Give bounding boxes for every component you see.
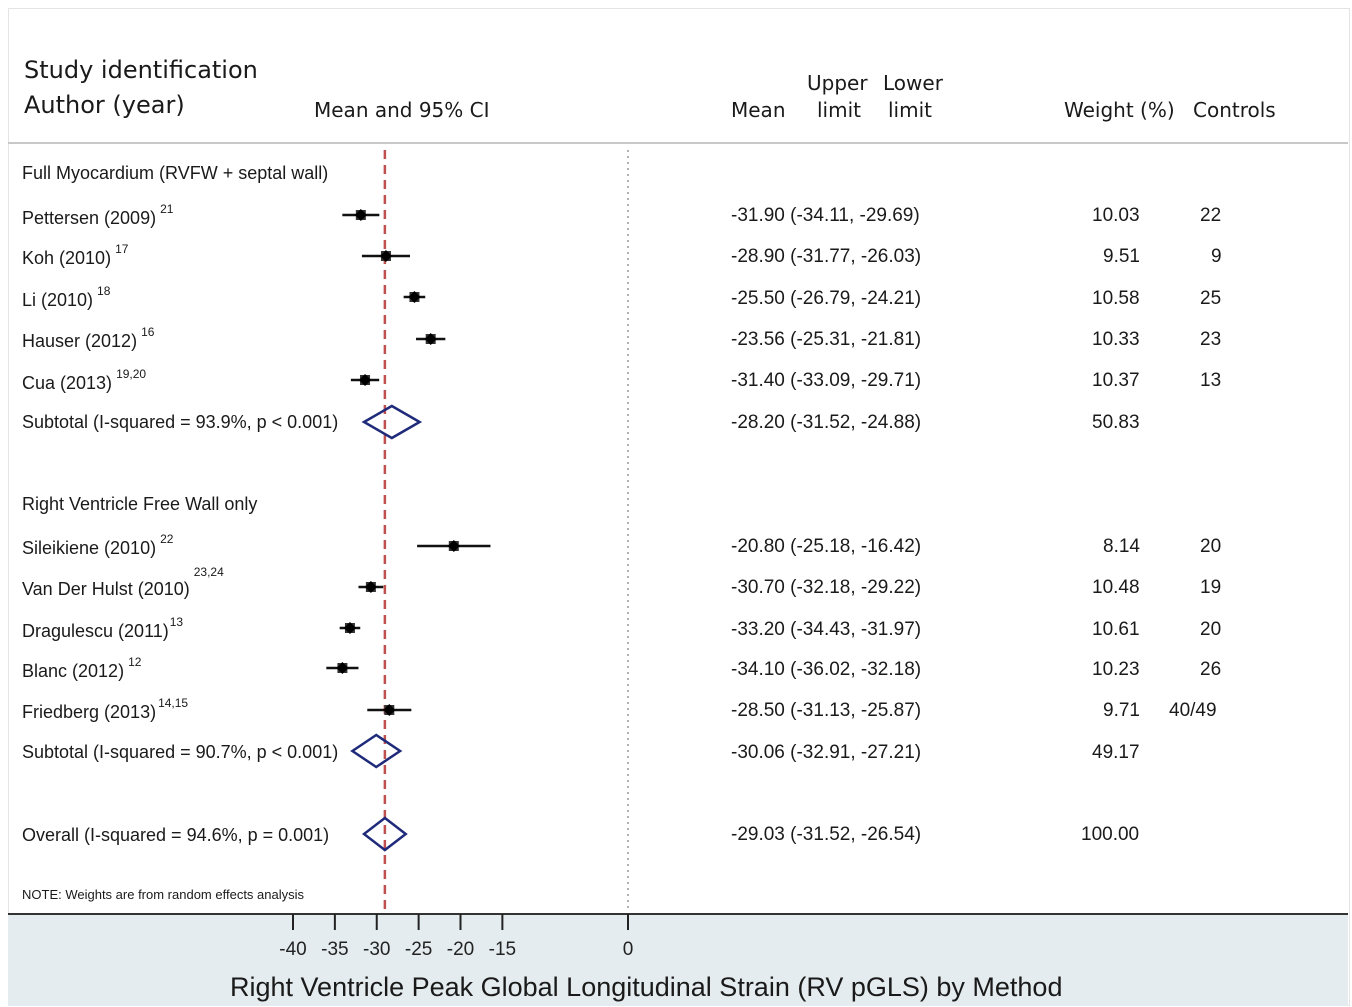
subtotal-diamond	[350, 733, 403, 769]
subtotal-label: Subtotal (I-squared = 90.7%, p < 0.001)	[22, 742, 339, 762]
header-upper-limit: limit	[817, 98, 861, 122]
study-ci-text: -28.50 (-31.13, -25.87)	[731, 700, 922, 721]
study-ci-text: -34.10 (-36.02, -32.18)	[731, 659, 922, 680]
study-label: Li (2010) 18	[22, 284, 111, 310]
point-estimate-marker	[359, 374, 372, 386]
x-tick-label: -30	[363, 939, 390, 960]
study-controls: 40/49	[1169, 700, 1217, 721]
study-label: Sileikiene (2010) 22	[22, 532, 174, 558]
subtotal-diamond	[361, 404, 423, 440]
study-weight: 10.61	[1092, 619, 1140, 640]
overall-label: Overall (I-squared = 94.6%, p = 0.001)	[22, 825, 330, 845]
figure-frame	[8, 8, 1350, 1006]
group-label-full-myocardium: Full Myocardium (RVFW + septal wall)	[22, 163, 329, 183]
group-label-rv-free-wall: Right Ventricle Free Wall only	[22, 494, 258, 514]
header-upper: Upper	[807, 71, 868, 95]
study-ci-text: -30.70 (-32.18, -29.22)	[731, 577, 922, 598]
study-controls: 22	[1200, 205, 1222, 226]
subtotal-weight: 49.17	[1092, 742, 1140, 763]
overall-weight: 100.00	[1081, 824, 1140, 845]
study-label: Koh (2010) 17	[22, 242, 129, 268]
x-tick-label: -25	[405, 939, 432, 960]
study-weight: 10.58	[1092, 288, 1140, 309]
study-weight: 10.23	[1092, 659, 1140, 680]
header-author-year: Author (year)	[24, 91, 185, 119]
header-lower: Lower	[883, 71, 943, 95]
header-controls: Controls	[1193, 98, 1276, 122]
header-lower-limit: limit	[888, 98, 932, 122]
study-controls: 13	[1200, 370, 1222, 391]
study-controls: 9	[1211, 246, 1222, 267]
study-weight: 8.14	[1103, 536, 1140, 557]
study-weight: 9.51	[1103, 246, 1140, 267]
point-estimate-marker	[343, 622, 356, 634]
point-estimate-marker	[424, 333, 437, 345]
x-tick-label: -40	[279, 939, 306, 960]
point-estimate-marker	[379, 250, 392, 262]
study-ci-text: -23.56 (-25.31, -21.81)	[731, 329, 922, 350]
study-controls: 25	[1200, 288, 1222, 309]
study-ci-text: -31.40 (-33.09, -29.71)	[731, 370, 922, 391]
study-controls: 19	[1200, 577, 1222, 598]
study-label: Hauser (2012) 16	[22, 325, 155, 351]
study-label: Pettersen (2009) 21	[22, 202, 174, 228]
header-mean: Mean	[731, 98, 786, 122]
study-label: Van Der Hulst (2010)23,24	[22, 565, 224, 599]
subtotal-weight: 50.83	[1092, 412, 1140, 433]
header-study-identification: Study identification	[24, 56, 258, 84]
study-label: Dragulescu (2011)13	[22, 615, 184, 641]
study-ci-text: -25.50 (-26.79, -24.21)	[731, 288, 922, 309]
subtotal-label: Subtotal (I-squared = 93.9%, p < 0.001)	[22, 412, 339, 432]
study-weight: 10.03	[1092, 205, 1140, 226]
point-estimate-marker	[364, 581, 377, 593]
study-ci-text: -20.80 (-25.18, -16.42)	[731, 536, 922, 557]
subtotal-ci-text: -28.20 (-31.52, -24.88)	[731, 412, 922, 433]
x-tick-label: -15	[489, 939, 516, 960]
study-weight: 10.33	[1092, 329, 1140, 350]
x-tick-label: 0	[623, 939, 634, 960]
overall-ci-text: -29.03 (-31.52, -26.54)	[731, 824, 922, 845]
study-weight: 10.48	[1092, 577, 1140, 598]
study-controls: 23	[1200, 329, 1222, 350]
point-estimate-marker	[354, 209, 367, 221]
header-mean-ci: Mean and 95% CI	[314, 98, 490, 122]
point-estimate-marker	[447, 540, 460, 552]
study-controls: 26	[1200, 659, 1222, 680]
x-axis-title: Right Ventricle Peak Global Longitudinal…	[230, 972, 1063, 1002]
study-weight: 10.37	[1092, 370, 1140, 391]
study-label: Friedberg (2013) 14,15	[22, 696, 189, 722]
weights-note: NOTE: Weights are from random effects an…	[22, 887, 305, 902]
x-tick-label: -20	[447, 939, 474, 960]
x-tick-label: -35	[321, 939, 348, 960]
axis-band	[8, 914, 1348, 1006]
study-controls: 20	[1200, 619, 1222, 640]
study-label: Cua (2013) 19,20	[22, 367, 147, 393]
study-controls: 20	[1200, 536, 1222, 557]
point-estimate-marker	[408, 291, 421, 303]
point-estimate-marker	[336, 662, 349, 674]
subtotal-ci-text: -30.06 (-32.91, -27.21)	[731, 742, 922, 763]
study-ci-text: -33.20 (-34.43, -31.97)	[731, 619, 922, 640]
point-estimate-marker	[383, 704, 396, 716]
study-label: Blanc (2012) 12	[22, 655, 142, 681]
study-weight: 9.71	[1103, 700, 1140, 721]
study-ci-text: -28.90 (-31.77, -26.03)	[731, 246, 922, 267]
study-ci-text: -31.90 (-34.11, -29.69)	[731, 205, 920, 226]
overall-diamond	[361, 816, 408, 852]
header-weight: Weight (%)	[1064, 98, 1175, 122]
